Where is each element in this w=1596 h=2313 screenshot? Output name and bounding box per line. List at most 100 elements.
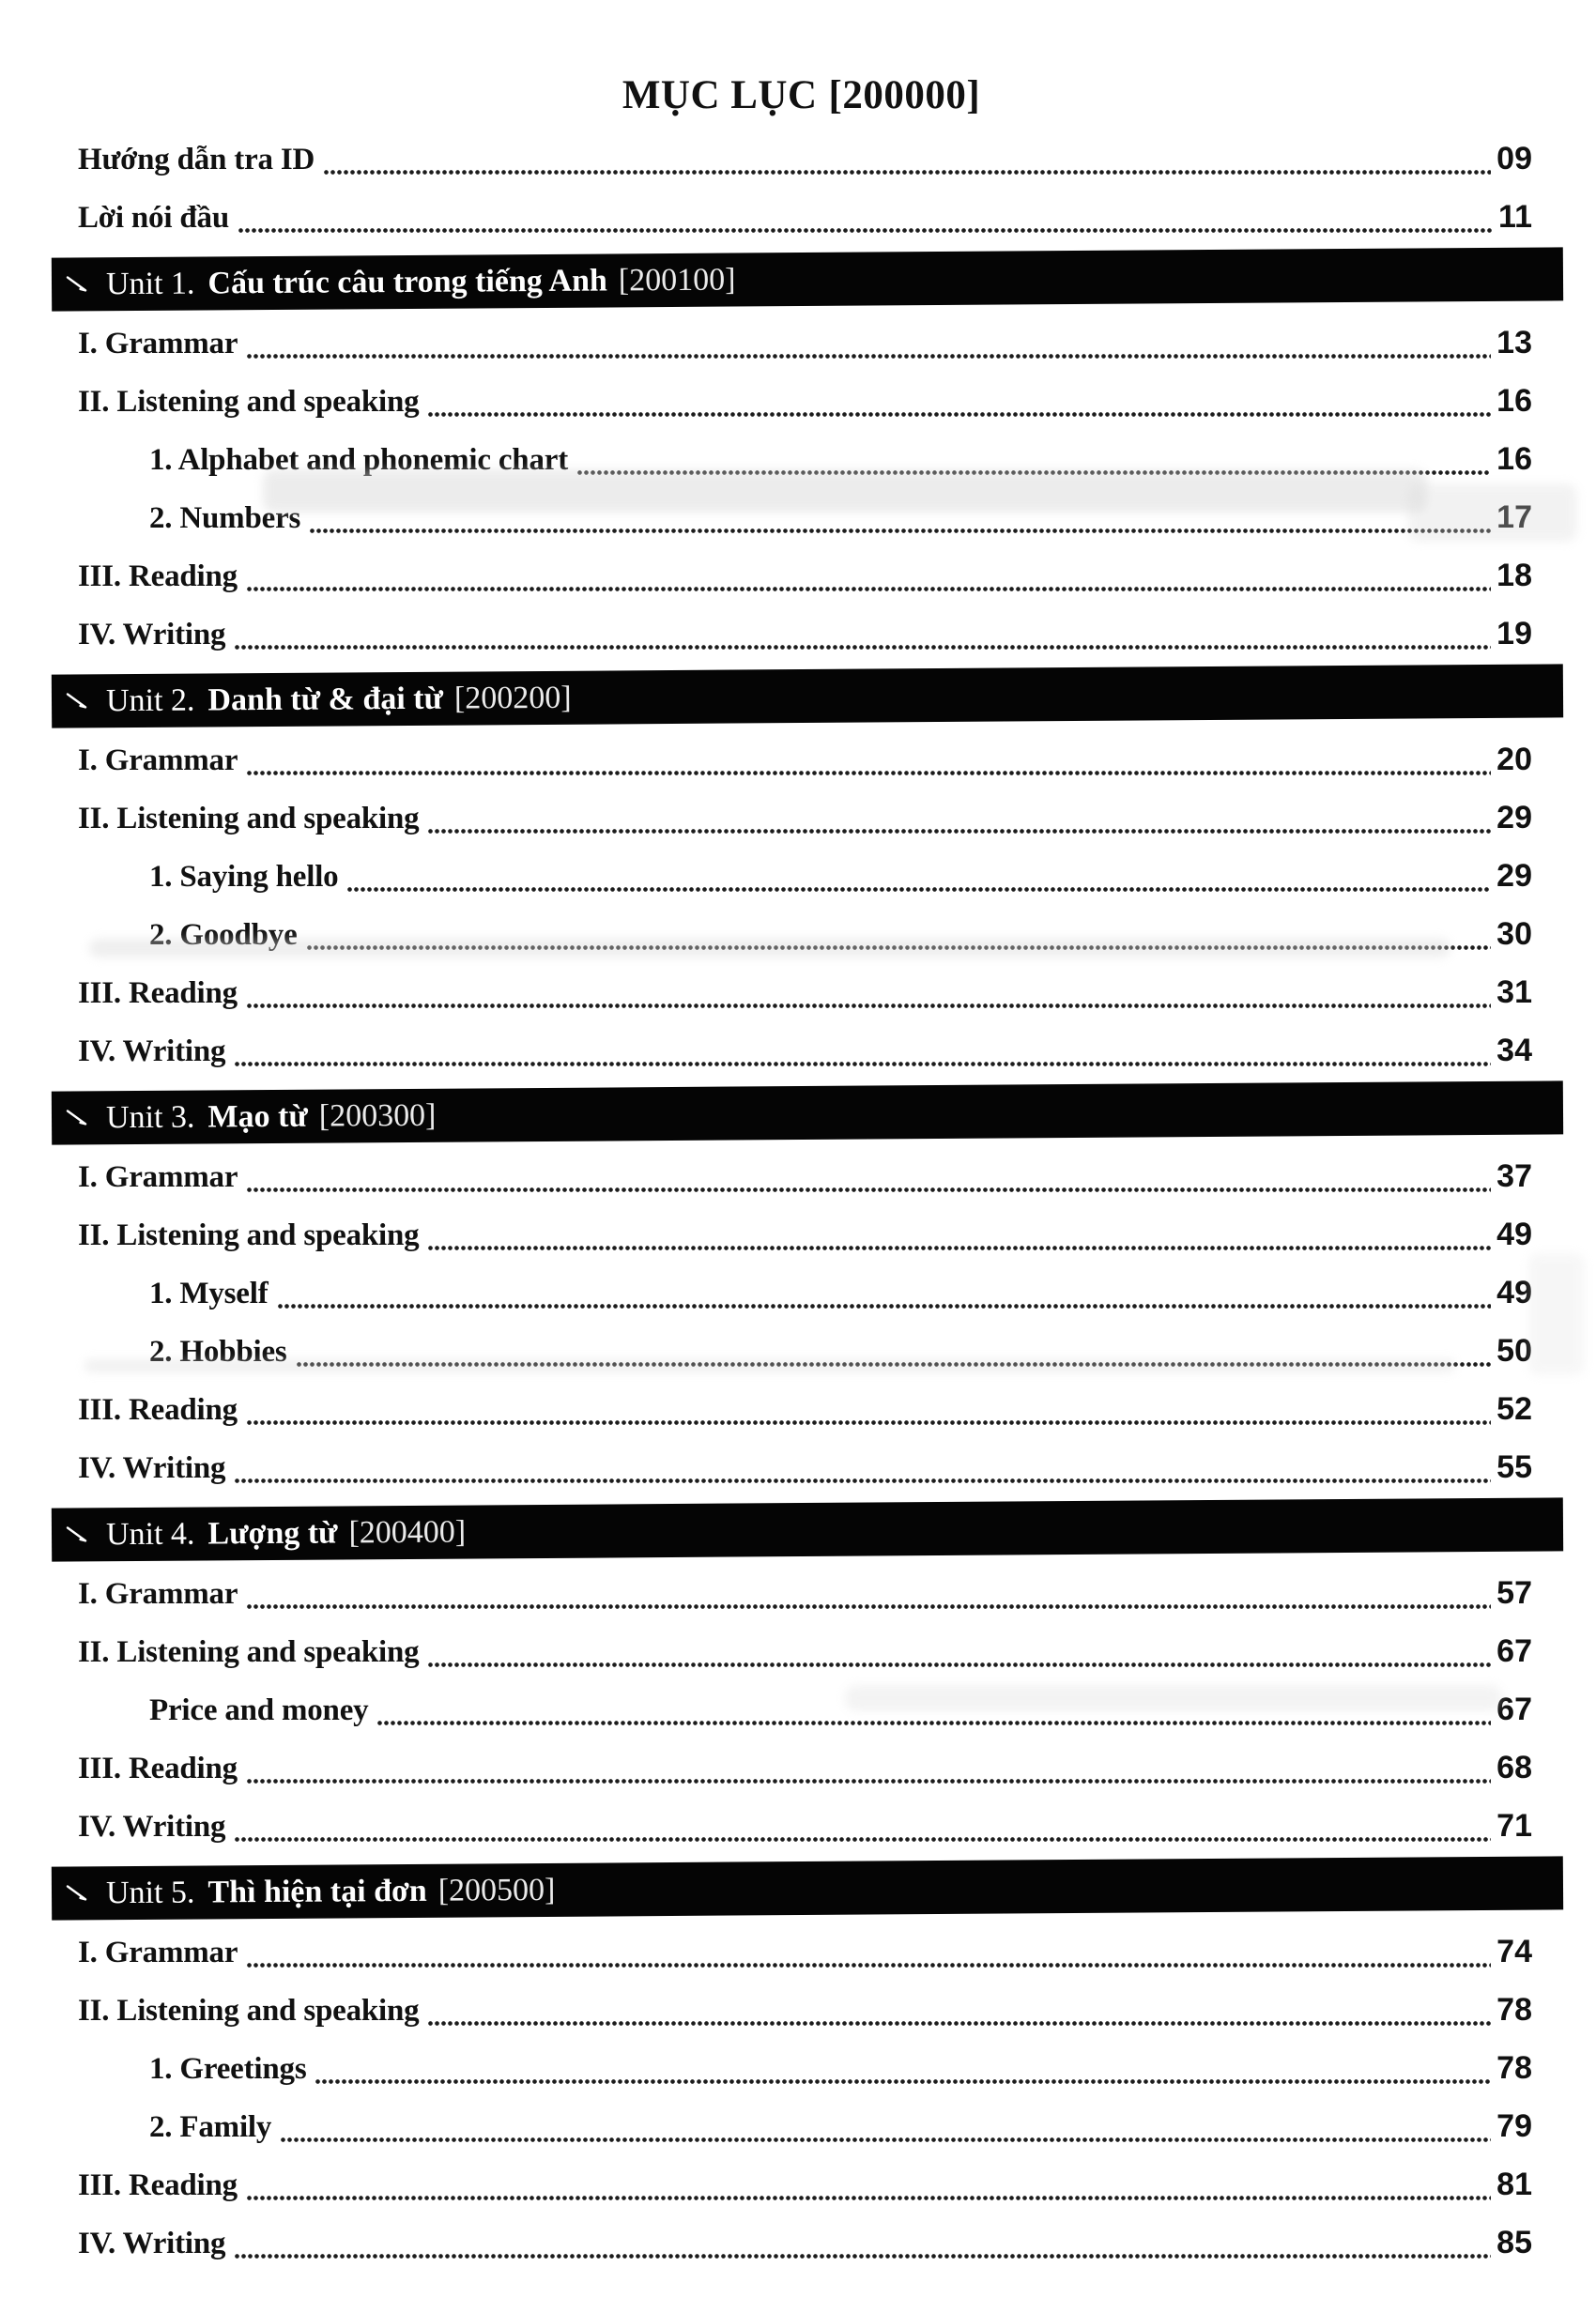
- entry-label: Price and money: [149, 1693, 369, 1727]
- page-number: 16: [1496, 383, 1532, 419]
- pen-stroke-icon: [66, 275, 87, 292]
- unit-label: Unit 3.: [105, 1099, 195, 1135]
- page-number: 20: [1496, 742, 1532, 777]
- entry-label: IV. Writing: [78, 618, 226, 651]
- page-number: 30: [1496, 916, 1532, 952]
- page-number: 55: [1496, 1449, 1532, 1485]
- toc-entry-row: II. Listening and speaking 49: [70, 1205, 1532, 1264]
- leader-dots: [245, 2196, 1492, 2200]
- leader-dots: [237, 228, 1494, 233]
- entry-label: 1. Greetings: [149, 2052, 307, 2086]
- toc-entry-row: 2. Family 79: [70, 2097, 1532, 2155]
- unit-code: [200300]: [318, 1097, 437, 1134]
- page-number: 13: [1496, 325, 1532, 360]
- toc-entry-row: I. Grammar 74: [70, 1922, 1532, 1981]
- unit-code: [200100]: [618, 262, 736, 298]
- unit-header-bar: Unit 2. Danh từ & đại từ [200200]: [51, 664, 1564, 728]
- unit-header-bar: Unit 4. Lượng từ [200400]: [51, 1497, 1564, 1562]
- leader-dots: [427, 1246, 1492, 1250]
- leader-dots: [323, 170, 1492, 175]
- scan-artifact: [1528, 1253, 1585, 1375]
- entry-label: IV. Writing: [78, 2227, 226, 2260]
- leader-dots: [315, 2079, 1492, 2084]
- leader-dots: [309, 528, 1492, 533]
- toc-entry-row: III. Reading 81: [70, 2155, 1532, 2213]
- entry-label: III. Reading: [78, 559, 238, 593]
- page-title-code: [200000]: [828, 73, 981, 117]
- toc-entry-row: 2. Hobbies 50: [70, 1322, 1532, 1380]
- leader-dots: [575, 470, 1492, 475]
- entry-label: I. Grammar: [78, 1160, 238, 1194]
- leader-dots: [246, 354, 1492, 359]
- unit-label: Unit 1.: [105, 266, 195, 301]
- toc-entry-row: Hướng dẫn tra ID 09: [70, 130, 1532, 188]
- toc-entry-row: 1. Saying hello 29: [70, 847, 1532, 905]
- entry-label: I. Grammar: [78, 743, 238, 777]
- leader-dots: [245, 1420, 1492, 1425]
- entry-label: 2. Hobbies: [149, 1335, 287, 1369]
- pen-stroke-icon: [66, 692, 87, 709]
- entry-label: I. Grammar: [78, 1577, 238, 1611]
- leader-dots: [234, 2254, 1492, 2259]
- entry-label: II. Listening and speaking: [78, 1994, 420, 2028]
- unit-header-bar: Unit 3. Mạo từ [200300]: [51, 1080, 1564, 1145]
- leader-dots: [376, 1721, 1492, 1725]
- leader-dots: [234, 1478, 1492, 1483]
- unit-code: [200200]: [453, 680, 572, 716]
- entry-label: 1. Myself: [149, 1277, 269, 1310]
- toc-entry-row: IV. Writing 71: [70, 1797, 1532, 1855]
- leader-dots: [246, 1963, 1492, 1968]
- entry-label: I. Grammar: [78, 327, 238, 360]
- leader-dots: [246, 1187, 1492, 1192]
- toc-entry-row: 1. Myself 49: [70, 1264, 1532, 1322]
- entry-label: II. Listening and speaking: [78, 385, 420, 419]
- entry-label: III. Reading: [78, 1752, 238, 1785]
- unit-label: Unit 4.: [105, 1516, 195, 1552]
- toc-entry-row: I. Grammar 37: [70, 1147, 1532, 1205]
- page-number: 67: [1496, 1633, 1532, 1669]
- page-number: 37: [1496, 1158, 1532, 1194]
- page-title: MỤC LỤC [200000]: [70, 0, 1532, 120]
- unit-title: Lượng từ: [207, 1514, 338, 1551]
- page-number: 78: [1496, 1992, 1532, 2028]
- leader-dots: [245, 1779, 1492, 1784]
- pen-stroke-icon: [66, 1884, 87, 1901]
- entry-label: III. Reading: [78, 1393, 238, 1427]
- toc-entry-row: IV. Writing 34: [70, 1021, 1532, 1080]
- entry-label: 1. Alphabet and phonemic chart: [149, 443, 568, 477]
- page-number: 29: [1496, 800, 1532, 835]
- page-number: 18: [1496, 558, 1532, 593]
- entry-label: II. Listening and speaking: [78, 802, 420, 835]
- toc-entry-row: I. Grammar 13: [70, 314, 1532, 372]
- toc-entry-row: IV. Writing 19: [70, 605, 1532, 663]
- entry-label: 2. Family: [149, 2110, 272, 2144]
- toc-entry-row: I. Grammar 57: [70, 1564, 1532, 1622]
- unit-title: Cấu trúc câu trong tiếng Anh: [207, 262, 607, 300]
- leader-dots: [234, 1062, 1492, 1066]
- entry-label: IV. Writing: [78, 1810, 226, 1844]
- toc-entry-row: IV. Writing 55: [70, 1438, 1532, 1496]
- leader-dots: [234, 645, 1492, 650]
- leader-dots: [346, 887, 1492, 892]
- entry-label: 1. Saying hello: [149, 860, 339, 894]
- page-number: 19: [1496, 616, 1532, 651]
- entry-label: II. Listening and speaking: [78, 1635, 420, 1669]
- toc-entry-row: 1. Alphabet and phonemic chart 16: [70, 430, 1532, 488]
- toc-entry-row: II. Listening and speaking 29: [70, 789, 1532, 847]
- leader-dots: [305, 945, 1492, 950]
- leader-dots: [427, 412, 1492, 417]
- entry-label: III. Reading: [78, 2168, 238, 2202]
- page-number: 17: [1496, 499, 1532, 535]
- entry-label: IV. Writing: [78, 1451, 226, 1485]
- page-content: MỤC LỤC [200000] Hướng dẫn tra ID 09 Lời nó…: [51, 0, 1564, 2272]
- page-number: 16: [1496, 441, 1532, 477]
- unit-title: Mạo từ: [207, 1098, 308, 1134]
- page-number: 68: [1496, 1750, 1532, 1785]
- toc-entry-row: III. Reading 52: [70, 1380, 1532, 1438]
- page-number: 29: [1496, 858, 1532, 894]
- leader-dots: [276, 1304, 1492, 1309]
- page-number: 67: [1496, 1692, 1532, 1727]
- page-number: 31: [1496, 974, 1532, 1010]
- leader-dots: [427, 2021, 1492, 2026]
- leader-dots: [246, 1604, 1492, 1609]
